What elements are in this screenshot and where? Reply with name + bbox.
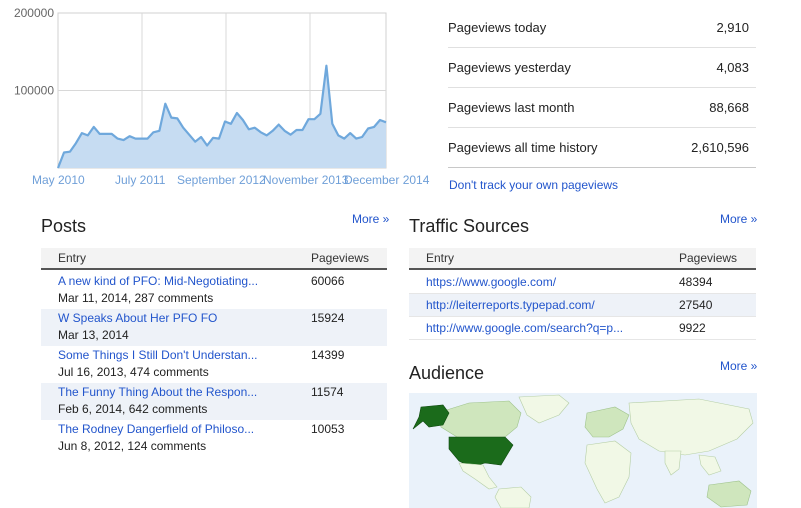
stat-row-all-time: Pageviews all time history 2,610,596	[448, 128, 756, 168]
pageviews-chart: 200000 100000 May 2010 July 2011 September 2…	[14, 6, 430, 187]
stat-value: 88,668	[709, 100, 749, 115]
post-pageviews: 11574	[311, 385, 344, 399]
post-title-link[interactable]: Some Things I Still Don't Understan...	[58, 348, 258, 362]
col-pageviews[interactable]: Pageviews	[311, 251, 370, 265]
map-greenland	[518, 394, 570, 424]
chart-x-tick-label: November 2013	[263, 173, 349, 187]
chart-x-tick-label: May 2010	[32, 173, 85, 187]
source-pageviews: 9922	[679, 321, 706, 335]
post-title-link[interactable]: The Rodney Dangerfield of Philoso...	[58, 422, 255, 436]
stat-label: Pageviews today	[448, 20, 547, 35]
chart-x-tick-label: December 2014	[344, 173, 430, 187]
chart-x-tick-label: September 2012	[177, 173, 266, 187]
audience-title: Audience	[409, 363, 485, 383]
map-australia	[706, 480, 752, 508]
pageview-stats: Pageviews today 2,910 Pageviews yesterda…	[448, 8, 756, 168]
source-pageviews: 48394	[679, 275, 713, 289]
chart-y-tick-label: 200000	[14, 6, 54, 20]
post-pageviews: 15924	[311, 311, 345, 325]
map-south-america	[494, 486, 532, 508]
stat-row-today: Pageviews today 2,910	[448, 8, 756, 48]
map-africa	[584, 440, 632, 504]
traffic-table-header: Entry Pageviews	[409, 248, 756, 270]
post-meta: Mar 11, 2014, 287 comments	[58, 291, 214, 305]
stat-row-yesterday: Pageviews yesterday 4,083	[448, 48, 756, 88]
traffic-more-link[interactable]: More »	[720, 212, 758, 226]
stat-value: 4,083	[716, 60, 749, 75]
table-row: The Funny Thing About the Respon... Feb …	[41, 383, 387, 421]
posts-table-header: Entry Pageviews	[41, 248, 387, 270]
source-url-link[interactable]: https://www.google.com/	[426, 275, 557, 289]
map-se-asia	[698, 454, 722, 476]
col-pageviews[interactable]: Pageviews	[679, 251, 738, 265]
map-usa	[448, 436, 514, 468]
map-alaska	[412, 404, 450, 430]
posts-more-link[interactable]: More »	[352, 212, 390, 226]
table-row: http://www.google.com/search?q=p... 9922	[409, 317, 756, 340]
post-title-link[interactable]: W Speaks About Her PFO FO	[58, 311, 218, 325]
table-row: Some Things I Still Don't Understan... J…	[41, 346, 387, 384]
map-europe	[584, 406, 630, 438]
map-asia	[628, 398, 754, 456]
post-meta: Jul 16, 2013, 474 comments	[58, 365, 209, 379]
source-pageviews: 27540	[679, 298, 713, 312]
stat-value: 2,610,596	[691, 140, 749, 155]
table-row: The Rodney Dangerfield of Philoso... Jun…	[41, 420, 387, 458]
stat-label: Pageviews all time history	[448, 140, 598, 155]
stat-label: Pageviews yesterday	[448, 60, 571, 75]
post-pageviews: 10053	[311, 422, 345, 436]
audience-more-link[interactable]: More »	[720, 359, 758, 373]
post-meta: Feb 6, 2014, 642 comments	[58, 402, 208, 416]
table-row: https://www.google.com/ 48394	[409, 271, 756, 294]
col-entry[interactable]: Entry	[426, 251, 455, 265]
post-title-link[interactable]: The Funny Thing About the Respon...	[58, 385, 258, 399]
chart-x-tick-label: July 2011	[115, 173, 166, 187]
post-meta: Mar 13, 2014	[58, 328, 129, 342]
table-row: A new kind of PFO: Mid-Negotiating... Ma…	[41, 272, 387, 310]
map-canada	[436, 400, 522, 440]
audience-world-map[interactable]	[409, 393, 757, 508]
stat-row-last-month: Pageviews last month 88,668	[448, 88, 756, 128]
chart-area	[58, 65, 386, 168]
dont-track-link[interactable]: Don't track your own pageviews	[449, 178, 619, 192]
col-entry[interactable]: Entry	[58, 251, 87, 265]
source-url-link[interactable]: http://leiterreports.typepad.com/	[426, 298, 595, 312]
table-row: W Speaks About Her PFO FO Mar 13, 2014 1…	[41, 309, 387, 347]
stat-value: 2,910	[716, 20, 749, 35]
chart-line	[56, 64, 387, 169]
post-pageviews: 14399	[311, 348, 345, 362]
source-url-link[interactable]: http://www.google.com/search?q=p...	[426, 321, 624, 335]
post-meta: Jun 8, 2012, 124 comments	[58, 439, 207, 453]
posts-title: Posts	[41, 216, 87, 236]
stat-label: Pageviews last month	[448, 100, 575, 115]
post-pageviews: 60066	[311, 274, 345, 288]
map-mexico	[458, 462, 498, 490]
traffic-title: Traffic Sources	[409, 216, 530, 236]
chart-y-tick-label: 100000	[14, 84, 54, 98]
table-row: http://leiterreports.typepad.com/ 27540	[409, 294, 756, 317]
post-title-link[interactable]: A new kind of PFO: Mid-Negotiating...	[58, 274, 259, 288]
map-india	[664, 450, 682, 476]
